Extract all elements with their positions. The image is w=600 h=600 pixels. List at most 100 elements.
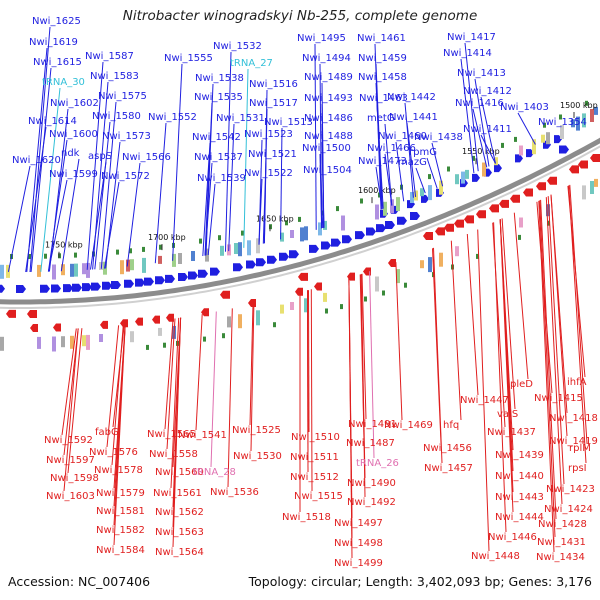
gene-label: Nwi_1419 — [549, 436, 598, 447]
leader-line — [30, 67, 52, 272]
cog-block — [390, 199, 394, 214]
leader-line — [106, 325, 120, 448]
reverse-gene-arrow — [454, 219, 464, 228]
cog-block — [455, 174, 459, 185]
gene-label: Nwi_1597 — [46, 455, 95, 466]
leader-line — [172, 63, 183, 261]
gc-mark — [142, 246, 145, 252]
gc-mark — [514, 136, 517, 142]
cog-block — [130, 331, 134, 343]
gc-mark — [28, 254, 31, 259]
cog-block — [120, 260, 124, 275]
forward-gene-arrow — [309, 244, 319, 253]
gene-label: Nwi_1498 — [334, 538, 383, 549]
leader-line — [7, 165, 31, 272]
leader-line — [63, 328, 79, 492]
cog-block — [494, 157, 498, 166]
gc-mark — [404, 282, 407, 288]
leader-line — [26, 47, 48, 273]
forward-gene-arrow — [366, 227, 376, 236]
leader-line — [499, 219, 514, 513]
leader-line — [262, 159, 267, 244]
leader-line — [195, 314, 203, 431]
leader-line — [164, 318, 174, 430]
cog-block — [455, 246, 459, 257]
reverse-gene-arrow — [590, 154, 600, 163]
gc-mark — [44, 253, 47, 259]
leader-line — [314, 43, 317, 230]
cog-block — [61, 264, 65, 276]
gene-label: Nwi_1531 — [216, 113, 265, 124]
gc-mark — [501, 142, 504, 148]
forward-gene-arrow — [102, 281, 112, 290]
gene-label: Nwi_1491 — [348, 419, 397, 430]
gene-label: Nwi_1541 — [178, 430, 227, 441]
leader-line — [207, 183, 216, 256]
gene-label: Nwi_1572 — [101, 171, 150, 182]
cog-block — [52, 264, 56, 280]
leader-line — [308, 290, 310, 433]
forward-gene-arrow — [111, 281, 121, 290]
gene-label: Nwi_1561 — [153, 488, 202, 499]
kbp-tick-label: 1500 kbp — [560, 101, 598, 110]
cog-block — [576, 116, 580, 131]
reverse-gene-arrow — [248, 299, 256, 308]
cog-block — [375, 204, 379, 220]
cog-block — [70, 263, 74, 277]
reverse-gene-arrow — [152, 315, 160, 324]
leader-line — [501, 218, 516, 410]
leader-line — [60, 158, 80, 272]
gene-label: Nwi_1441 — [389, 112, 438, 123]
gc-mark — [159, 244, 162, 250]
gene-label: Nwi_1619 — [29, 37, 78, 48]
gene-label: Nwi_1473 — [358, 156, 407, 167]
reverse-gene-arrow — [166, 313, 174, 322]
gene-label: rpsI — [568, 463, 587, 474]
cog-block — [383, 201, 387, 216]
leader-line — [104, 181, 120, 269]
leader-line — [493, 222, 507, 533]
gene-label: Nwi_1466 — [367, 143, 416, 154]
cog-block — [519, 217, 523, 228]
forward-gene-arrow — [267, 255, 277, 264]
cog-block — [0, 264, 4, 279]
gene-label: Nwi_1411 — [463, 124, 512, 135]
cog-block — [439, 252, 443, 267]
cog-block — [130, 259, 134, 271]
cog-block — [396, 197, 400, 212]
leader-line — [474, 78, 490, 167]
leader-line — [63, 328, 79, 456]
gene-label: metG — [367, 113, 395, 124]
leader-line — [228, 123, 235, 252]
gc-mark — [518, 234, 521, 240]
leader-line — [204, 162, 213, 256]
gene-label: Nwi_1542 — [192, 132, 241, 143]
forward-gene-arrow — [289, 250, 299, 259]
cog-block — [158, 255, 162, 264]
leader-line — [480, 96, 496, 164]
cog-block — [439, 180, 443, 195]
gene-label: Nwi_1566 — [122, 152, 171, 163]
reverse-gene-arrow — [363, 267, 371, 276]
gene-label: Nwi_1512 — [290, 472, 339, 483]
gene-label: tRNA_30 — [42, 77, 85, 88]
cog-block — [86, 334, 90, 350]
forward-gene-arrow — [421, 194, 429, 203]
gene-label: Nwi_1587 — [85, 51, 134, 62]
gene-label: Nwi_1412 — [463, 86, 512, 97]
leader-line — [517, 112, 536, 145]
reverse-gene-arrow — [135, 317, 143, 326]
reverse-gene-arrow — [53, 323, 61, 332]
gene-label: tRNA_26 — [356, 458, 399, 469]
cog-block — [256, 310, 260, 326]
cog-block — [318, 222, 322, 236]
forward-gene-arrow — [0, 284, 5, 293]
gene-label: Nwi_1515 — [294, 491, 343, 502]
gene-label: Nwi_1518 — [282, 512, 331, 523]
cog-block — [541, 134, 545, 143]
gene-label: Nwi_1459 — [358, 53, 407, 64]
cog-block — [396, 269, 400, 284]
reverse-gene-arrow — [120, 319, 128, 328]
gc-mark — [203, 336, 206, 342]
